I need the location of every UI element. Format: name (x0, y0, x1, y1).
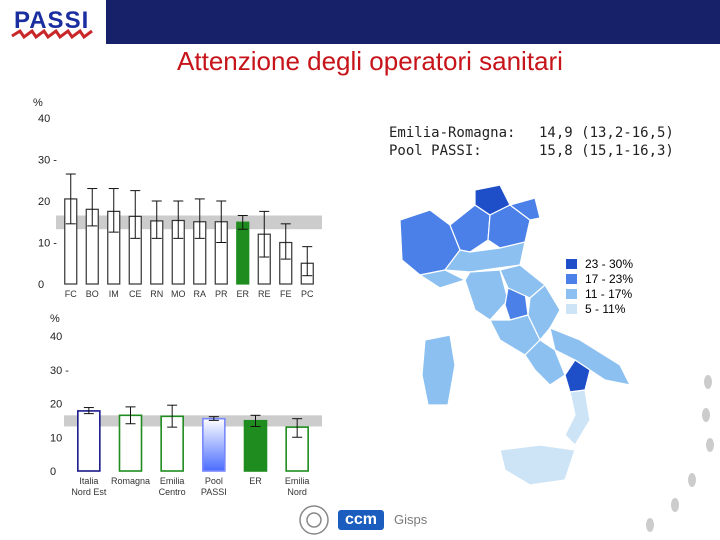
bar (202, 417, 226, 472)
bar (236, 221, 250, 285)
x-tick-label: Centro (159, 487, 186, 497)
y-tick-label: 40 (38, 113, 50, 125)
footer-logo-ccm: ccm (338, 510, 384, 530)
x-tick-label: Nord Est (71, 487, 107, 497)
legend-label: 17 - 23% (585, 271, 634, 286)
legend-swatch (566, 303, 577, 314)
y-axis-label: % (33, 97, 43, 109)
legend-label: 11 - 17% (585, 286, 633, 301)
x-tick-label: Emilia (285, 476, 310, 486)
italy-map (399, 184, 632, 486)
footer-emblem (299, 505, 329, 535)
stats-value-er: 14,9 (13,2-16,5) (539, 125, 674, 141)
y-tick-label: 40 (50, 331, 62, 343)
reference-band (56, 215, 322, 230)
x-tick-label: PASSI (201, 487, 227, 497)
y-tick-label: 0 (50, 466, 56, 478)
stats-label-er: Emilia-Romagna: (389, 125, 516, 141)
legend-swatch (566, 288, 577, 299)
map-region-toscana (464, 269, 509, 321)
chart-ausl: % 40 30 - 20 10 - 0 FC BO IM CE RN MO RA PR ER RE FE PC (33, 97, 322, 299)
x-tick-label: PC (301, 289, 314, 299)
x-tick-label: FE (280, 289, 292, 299)
map-legend: 23 - 30% 17 - 23% 11 - 17% 5 - 11% (566, 256, 676, 316)
header-bar (106, 0, 720, 44)
x-tick-label: Emilia (160, 476, 185, 486)
y-tick-label: 20 (50, 399, 62, 411)
x-tick-label: IM (109, 289, 119, 299)
y-tick-label: 20 (38, 196, 50, 208)
x-tick-label: MO (171, 289, 186, 299)
x-tick-label: BO (86, 289, 99, 299)
y-tick-label: 10 - (38, 238, 57, 250)
stats-value-pool: 15,8 (15,1-16,3) (539, 143, 674, 159)
gisps-text: Gisps (394, 512, 428, 527)
map-region-marche (499, 264, 546, 299)
y-tick-label: 10 (50, 432, 62, 444)
y-tick-label: 30 - (50, 365, 69, 377)
x-tick-label: ER (236, 289, 249, 299)
y-tick-label: 30 - (38, 155, 57, 167)
x-tick-label: Pool (205, 476, 223, 486)
legend-item: 17 - 23% (566, 271, 676, 286)
x-tick-label: RE (258, 289, 271, 299)
legend-item: 23 - 30% (566, 256, 676, 271)
x-tick-label: Romagna (111, 476, 150, 486)
logo-text: PASSI (14, 7, 89, 34)
stats-row-pool: Pool PASSI: 15,8 (15,1-16,3) (389, 142, 709, 160)
x-tick-label: FC (65, 289, 77, 299)
footprints-decoration (646, 375, 714, 532)
map-region-friuli (508, 197, 541, 221)
x-tick-label: ER (249, 476, 262, 486)
y-tick-label: 0 (38, 279, 44, 291)
map-region-sicilia (499, 444, 576, 486)
stats-row-er: Emilia-Romagna: 14,9 (13,2-16,5) (389, 124, 709, 142)
ccm-text: ccm (344, 511, 378, 528)
legend-swatch (566, 258, 577, 269)
stats-label-pool: Pool PASSI: (389, 143, 482, 159)
bar (77, 410, 101, 472)
y-axis-label: % (50, 313, 60, 325)
legend-item: 11 - 17% (566, 286, 676, 301)
x-tick-label: RN (150, 289, 163, 299)
stats-box: Emilia-Romagna: 14,9 (13,2-16,5) Pool PA… (389, 124, 709, 160)
x-tick-label: Italia (79, 476, 98, 486)
legend-swatch (566, 273, 577, 284)
map-region-puglia (549, 327, 632, 386)
x-tick-label: PR (215, 289, 228, 299)
x-tick-label: CE (129, 289, 142, 299)
x-tick-label: Nord (287, 487, 307, 497)
footer-logo-gisps: Gisps (394, 508, 444, 532)
bar (243, 419, 268, 472)
map-region-basilicata (564, 359, 591, 393)
page-title: Attenzione degli operatori sanitari (177, 46, 563, 76)
map-region-sardegna (421, 334, 456, 406)
map-region-calabria (564, 389, 591, 446)
legend-label: 5 - 11% (585, 301, 626, 316)
map-region-emilia (443, 241, 526, 273)
passi-logo: PASSI (11, 7, 93, 40)
reference-band (64, 415, 322, 427)
legend-item: 5 - 11% (566, 301, 676, 316)
x-tick-label: RA (193, 289, 206, 299)
legend-label: 23 - 30% (585, 256, 634, 271)
